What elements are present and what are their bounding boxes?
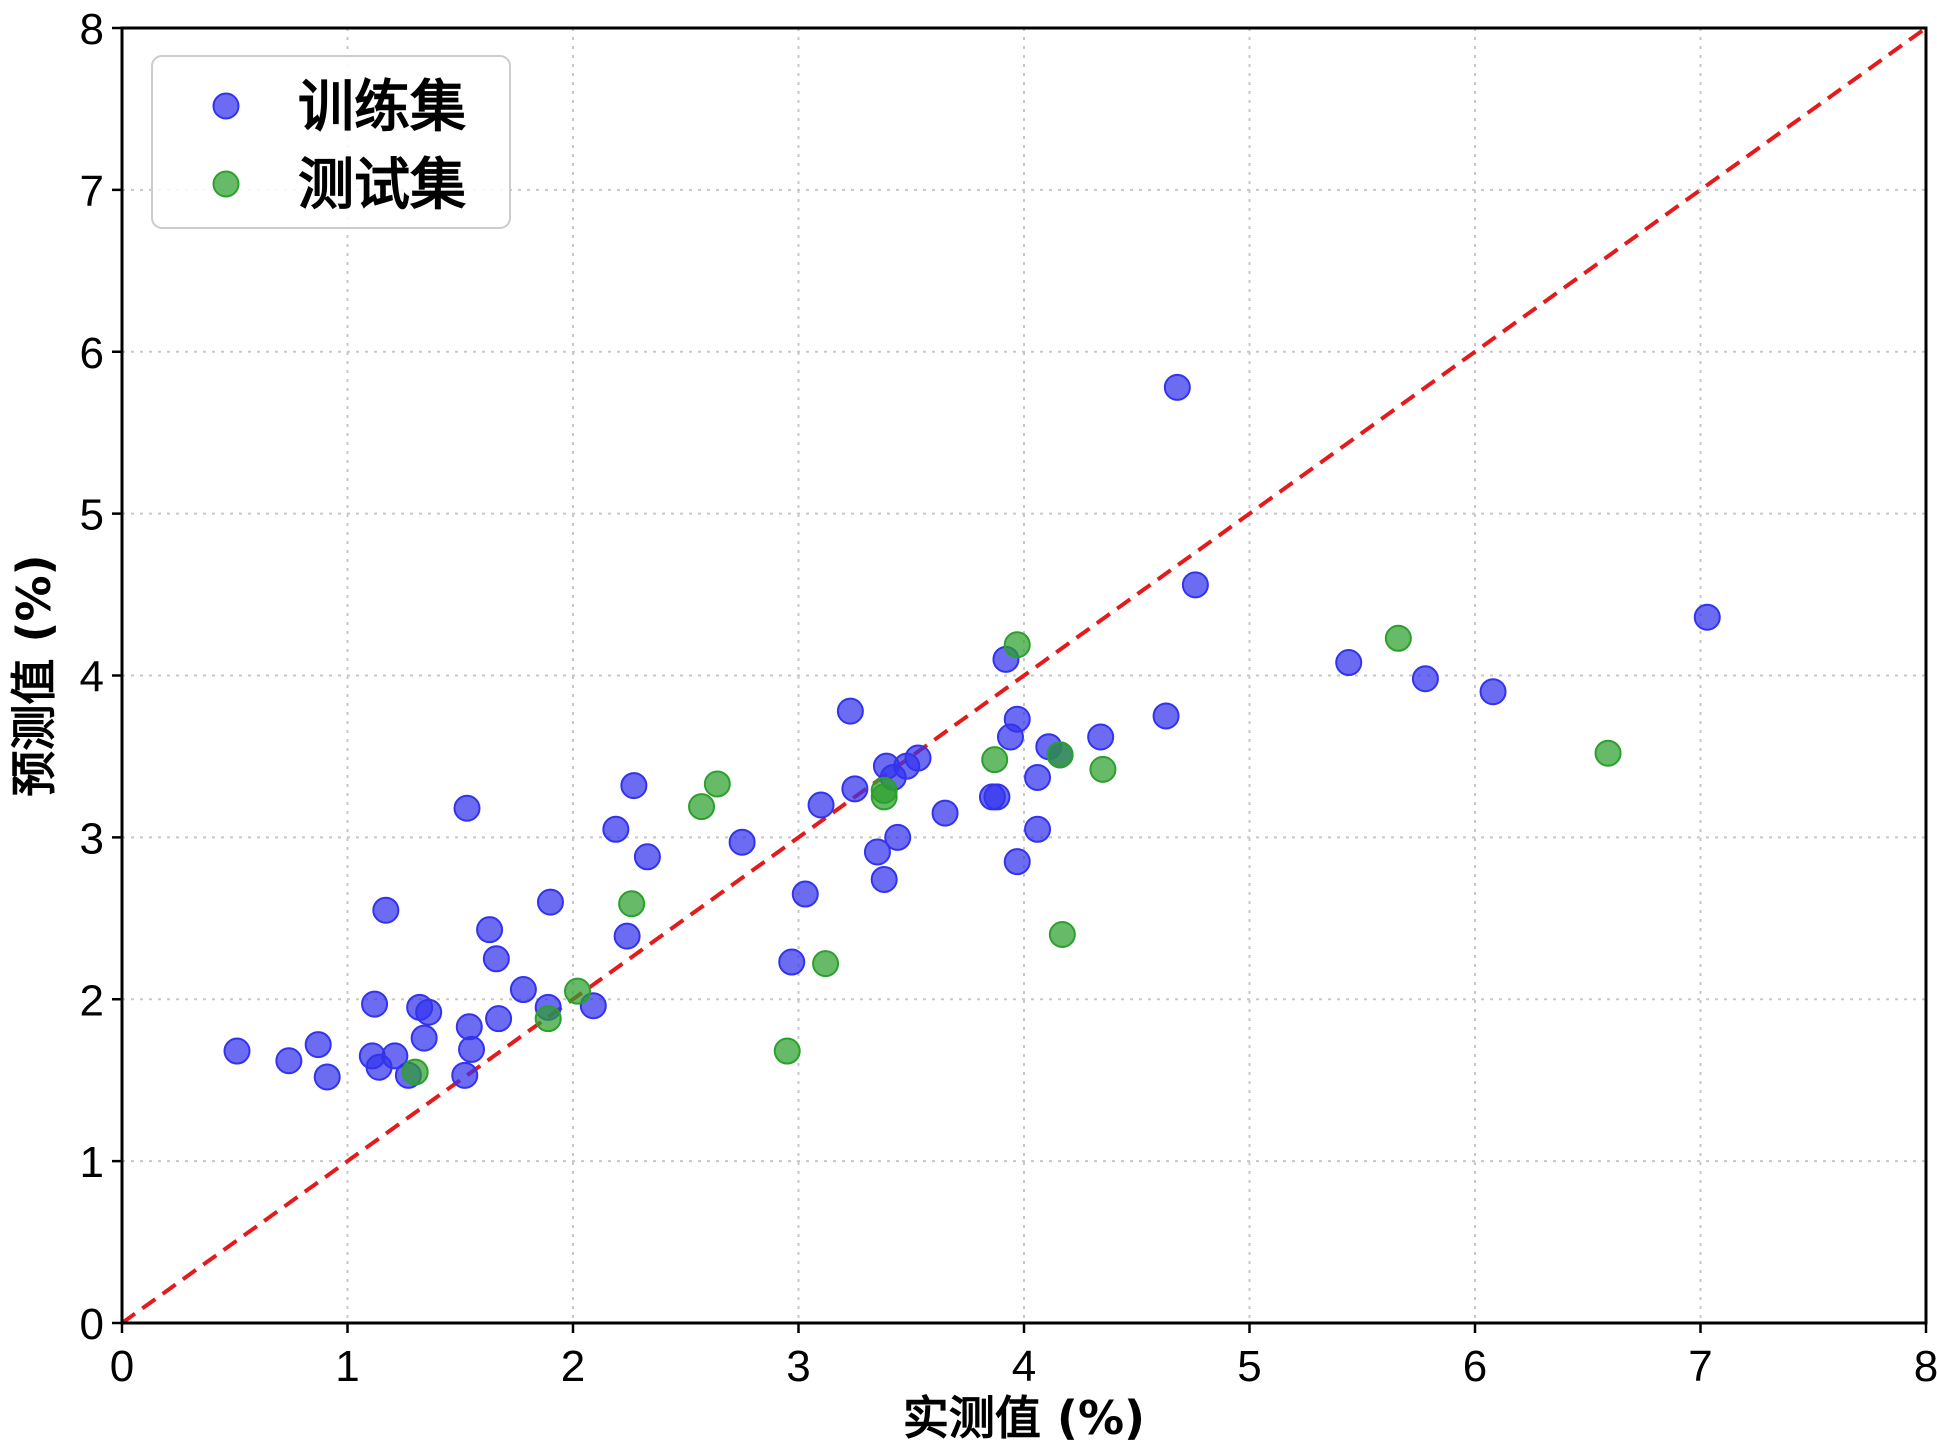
- y-tick-label-2: 2: [80, 976, 104, 1025]
- point-train-34: [863, 838, 891, 866]
- legend: 训练集 测试集: [151, 55, 511, 229]
- point-train-1: [275, 1047, 303, 1075]
- point-train-59: [1693, 603, 1721, 631]
- point-train-40: [904, 744, 932, 772]
- point-train-41: [931, 799, 959, 827]
- point-test-16: [1594, 739, 1622, 767]
- point-train-0: [223, 1037, 251, 1065]
- point-train-16: [458, 1035, 486, 1063]
- point-train-3: [313, 1063, 341, 1091]
- point-train-2: [304, 1031, 332, 1059]
- point-train-13: [451, 1061, 479, 1089]
- identity-reference-line: [120, 26, 1928, 1325]
- point-train-49: [1024, 815, 1052, 843]
- point-train-12: [415, 998, 443, 1026]
- point-train-15: [455, 1013, 483, 1041]
- x-tick-label-4: 4: [1012, 1342, 1036, 1391]
- x-axis-label: 实测值 (%): [903, 1391, 1145, 1445]
- axis-ticks: 0 1 2 3 4 5 6 7 8 0 1 2 3 4 5 6 7 8: [80, 5, 1937, 1391]
- point-train-27: [633, 843, 661, 871]
- point-train-31: [807, 791, 835, 819]
- data-points: [223, 373, 1721, 1091]
- x-tick-label-3: 3: [786, 1342, 810, 1391]
- point-test-11: [1003, 631, 1031, 659]
- y-tick-label-1: 1: [80, 1138, 104, 1187]
- y-axis-label: 预测值 (%): [7, 554, 61, 796]
- point-train-46: [1003, 848, 1031, 876]
- x-tick-label-5: 5: [1237, 1342, 1261, 1391]
- y-tick-label-0: 0: [80, 1300, 104, 1349]
- point-train-8: [381, 1042, 409, 1070]
- point-train-30: [791, 880, 819, 908]
- point-train-24: [602, 815, 630, 843]
- y-tick-label-8: 8: [80, 5, 104, 54]
- point-train-38: [884, 823, 912, 851]
- point-train-14: [453, 794, 481, 822]
- point-train-26: [620, 772, 648, 800]
- point-train-19: [485, 1005, 513, 1033]
- point-train-33: [841, 775, 869, 803]
- y-tick-label-5: 5: [80, 491, 104, 540]
- point-test-2: [564, 977, 592, 1005]
- y-tick-label-7: 7: [80, 167, 104, 216]
- point-test-12: [1046, 741, 1074, 769]
- point-train-53: [1152, 702, 1180, 730]
- point-train-28: [728, 828, 756, 856]
- point-test-15: [1384, 624, 1412, 652]
- y-tick-label-3: 3: [80, 814, 104, 863]
- point-train-48: [1024, 763, 1052, 791]
- point-train-22: [536, 888, 564, 916]
- point-test-13: [1048, 921, 1076, 948]
- point-train-43: [983, 783, 1011, 811]
- legend-box: [151, 55, 511, 229]
- point-train-25: [613, 922, 641, 950]
- point-train-35: [870, 865, 898, 893]
- point-test-0: [401, 1058, 429, 1086]
- point-test-10: [981, 746, 1009, 774]
- x-tick-label-2: 2: [561, 1342, 585, 1391]
- point-train-56: [1335, 649, 1363, 677]
- point-train-54: [1163, 373, 1191, 401]
- point-train-11: [410, 1024, 438, 1052]
- point-test-4: [688, 793, 716, 821]
- x-tick-label-6: 6: [1463, 1342, 1487, 1391]
- point-train-32: [836, 697, 864, 725]
- point-test-3: [618, 890, 646, 918]
- x-tick-label-7: 7: [1688, 1342, 1712, 1391]
- point-test-7: [812, 950, 840, 978]
- point-test-9: [870, 776, 898, 804]
- point-train-52: [1087, 723, 1115, 751]
- legend-marker-test: [212, 170, 240, 198]
- x-tick-label-0: 0: [110, 1342, 134, 1391]
- point-train-17: [476, 916, 504, 944]
- legend-marker-train: [212, 92, 240, 120]
- point-train-18: [482, 945, 510, 973]
- point-test-1: [534, 1005, 562, 1033]
- point-train-47: [1003, 705, 1031, 733]
- point-train-58: [1479, 678, 1507, 706]
- x-tick-label-8: 8: [1914, 1342, 1937, 1391]
- legend-label-test: 测试集: [298, 153, 466, 218]
- point-train-20: [509, 976, 537, 1004]
- point-test-6: [773, 1037, 801, 1065]
- point-test-14: [1089, 755, 1117, 783]
- point-test-5: [703, 770, 731, 798]
- point-train-7: [372, 896, 400, 924]
- point-train-57: [1411, 665, 1439, 693]
- y-tick-label-6: 6: [80, 329, 104, 378]
- point-train-55: [1181, 571, 1209, 599]
- point-train-29: [778, 948, 806, 976]
- y-tick-label-4: 4: [80, 653, 104, 702]
- x-tick-label-1: 1: [335, 1342, 359, 1391]
- point-train-5: [361, 990, 389, 1018]
- legend-label-train: 训练集: [298, 75, 466, 140]
